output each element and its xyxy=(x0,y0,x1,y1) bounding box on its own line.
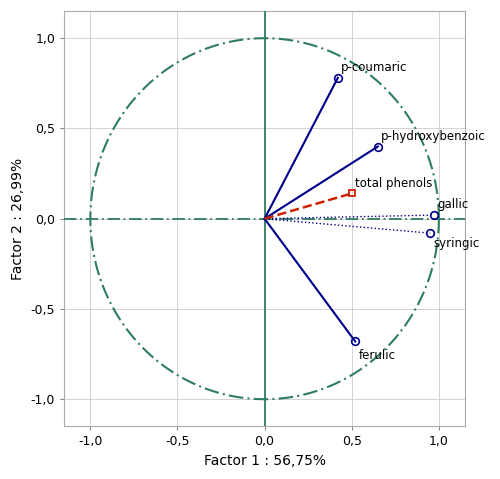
Text: p-hydroxybenzoic: p-hydroxybenzoic xyxy=(382,130,486,143)
Text: gallic: gallic xyxy=(437,197,468,211)
Y-axis label: Factor 2 : 26,99%: Factor 2 : 26,99% xyxy=(11,158,25,280)
Text: total phenols: total phenols xyxy=(355,177,432,190)
Text: syringic: syringic xyxy=(434,237,480,250)
Text: p-coumaric: p-coumaric xyxy=(342,61,407,74)
Text: ferulic: ferulic xyxy=(358,349,396,362)
X-axis label: Factor 1 : 56,75%: Factor 1 : 56,75% xyxy=(204,454,326,468)
